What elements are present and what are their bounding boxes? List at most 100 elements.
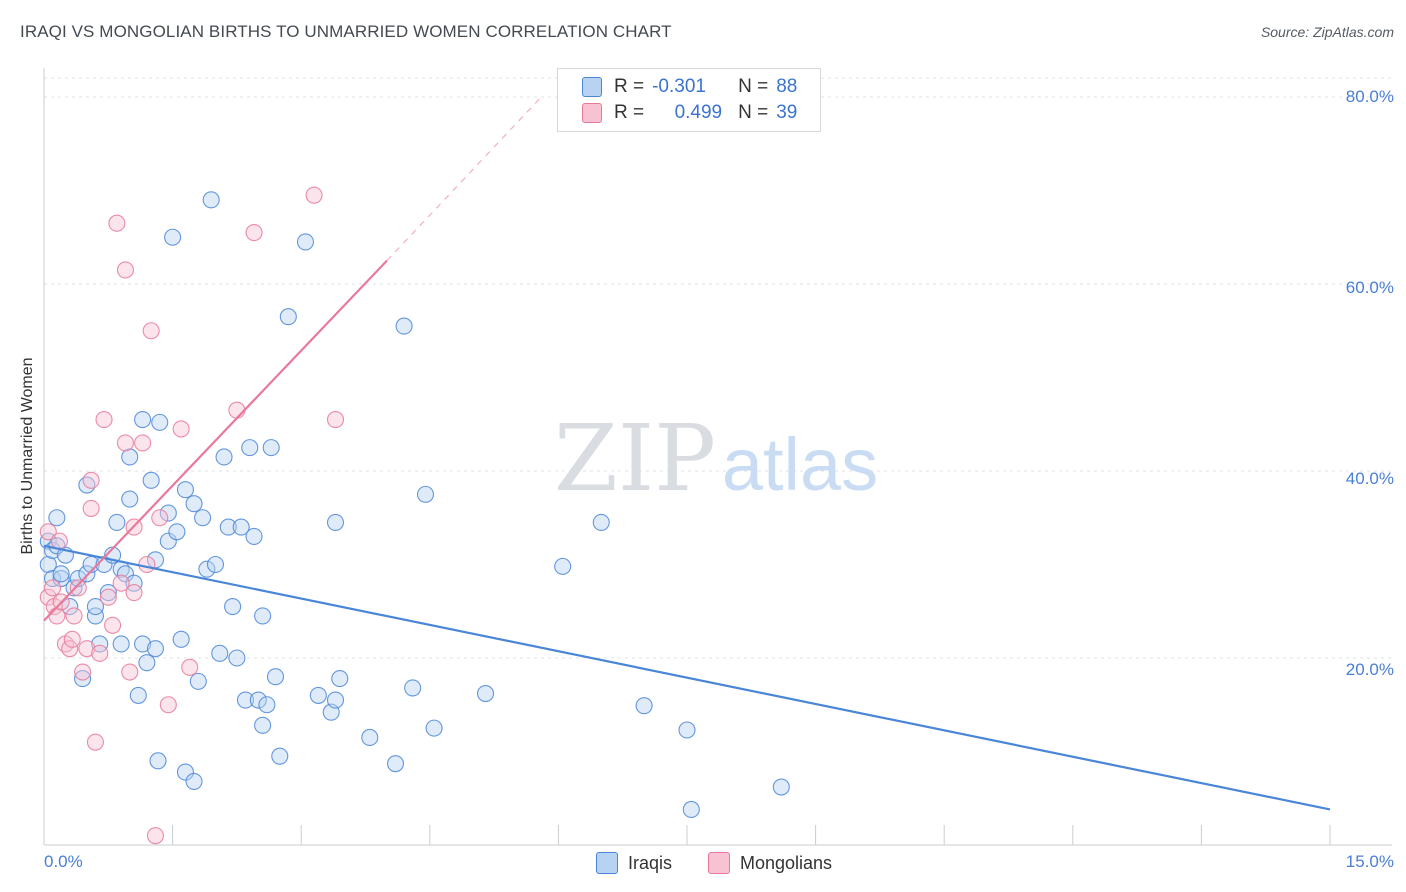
point-mongolians-20 [104,616,122,634]
point-iraqis-83 [678,721,696,739]
point-mongolians-31 [146,827,165,845]
point-iraqis-30 [134,411,152,429]
point-iraqis-68 [309,686,327,704]
point-mongolians-38 [305,186,323,204]
legend-swatch-mongolians [582,103,602,123]
point-iraqis-28 [129,686,147,704]
point-mongolians-13 [78,640,96,658]
legend-swatch-iraqis [582,77,602,97]
point-iraqis-45 [189,672,207,690]
source-label: Source: ZipAtlas.com [1260,24,1394,40]
point-iraqis-44 [185,772,203,790]
legend-r-label: R = [614,102,645,123]
point-iraqis-3 [44,569,62,588]
legend-r-label: R = [614,76,645,97]
point-mongolians-34 [172,420,190,438]
point-iraqis-70 [326,513,345,531]
point-iraqis-55 [232,518,250,536]
bottom-legend-swatch-mongolians [708,852,730,874]
y-tick-label-40: 40.0% [1345,469,1394,488]
point-iraqis-58 [245,527,263,546]
point-iraqis-15 [86,607,104,625]
point-iraqis-85 [772,778,790,796]
point-mongolians-15 [82,499,100,517]
point-iraqis-25 [121,490,139,508]
chart-title: IRAQI VS MONGOLIAN BIRTHS TO UNMARRIED W… [20,22,672,41]
y-tick-label-80: 80.0% [1345,87,1394,106]
point-iraqis-48 [202,191,220,209]
point-iraqis-19 [99,583,117,602]
point-iraqis-67 [296,233,315,251]
point-iraqis-56 [236,691,255,709]
point-iraqis-60 [254,716,272,734]
point-iraqis-6 [52,569,70,588]
point-iraqis-33 [146,640,165,658]
point-iraqis-81 [592,513,610,531]
bottom-legend-label-iraqis: Iraqis [628,852,673,873]
point-iraqis-84 [682,800,700,819]
point-mongolians-19 [99,588,117,606]
point-iraqis-86 [52,565,70,583]
point-iraqis-1 [39,555,57,574]
point-mongolians-32 [151,509,169,527]
bottom-legend-mongolians[interactable]: Mongolians [708,852,832,874]
trend-line-iraqis [43,544,1331,811]
point-mongolians-23 [116,261,134,279]
point-iraqis-54 [228,649,246,667]
watermark-atlas: atlas [722,423,878,506]
point-iraqis-57 [241,439,259,457]
point-iraqis-78 [425,719,443,737]
point-iraqis-53 [224,598,242,616]
bottom-legend-label-mongolians: Mongolians [740,852,833,873]
y-axis-label: Births to Unmarried Women [19,357,36,555]
point-mongolians-27 [125,583,143,602]
point-mongolians-17 [91,644,109,662]
trend-line-mongolians-extension [386,96,542,262]
point-iraqis-82 [635,697,653,715]
watermark-zip: ZIP [554,405,716,512]
point-iraqis-32 [142,471,160,489]
point-iraqis-75 [395,317,413,335]
legend-row-mongolians: R = 0.499 N = 39 [582,100,797,126]
legend-r-mongolians: 0.499 [674,102,723,123]
bottom-legend-iraqis[interactable]: Iraqis [596,852,672,874]
legend-n-label: N = [738,76,769,97]
point-iraqis-35 [151,413,169,431]
point-iraqis-41 [176,481,195,499]
trend-lines [43,96,1331,811]
point-mongolians-28 [134,434,152,452]
point-iraqis-24 [116,565,134,583]
point-mongolians-0 [39,523,57,541]
point-iraqis-31 [138,654,156,672]
point-mongolians-9 [63,630,81,648]
point-mongolians-21 [108,214,126,232]
y-tick-label-20: 20.0% [1345,660,1394,679]
point-iraqis-76 [404,679,422,697]
point-iraqis-72 [331,670,349,688]
point-iraqis-50 [211,644,229,662]
point-mongolians-11 [69,579,87,597]
gridlines [44,77,1392,659]
point-iraqis-49 [206,555,225,574]
point-iraqis-42 [176,763,195,781]
point-iraqis-38 [164,228,182,246]
point-iraqis-29 [134,635,152,653]
point-mongolians-18 [95,411,113,429]
point-iraqis-64 [266,668,285,686]
point-mongolians-29 [138,555,156,574]
point-iraqis-21 [108,513,126,531]
watermark: ZIP atlas [554,405,878,512]
point-iraqis-77 [416,485,435,503]
legend-n-mongolians: 39 [776,102,798,123]
trend-line-mongolians [43,259,388,622]
point-mongolians-33 [159,696,177,714]
point-iraqis-40 [172,630,190,648]
point-iraqis-46 [194,509,212,527]
series-mongolians-points [39,186,345,845]
point-iraqis-66 [279,308,297,326]
point-iraqis-61 [254,607,272,625]
point-mongolians-14 [82,471,100,489]
point-iraqis-73 [361,728,379,747]
axes [43,68,1392,846]
point-iraqis-52 [219,518,237,536]
